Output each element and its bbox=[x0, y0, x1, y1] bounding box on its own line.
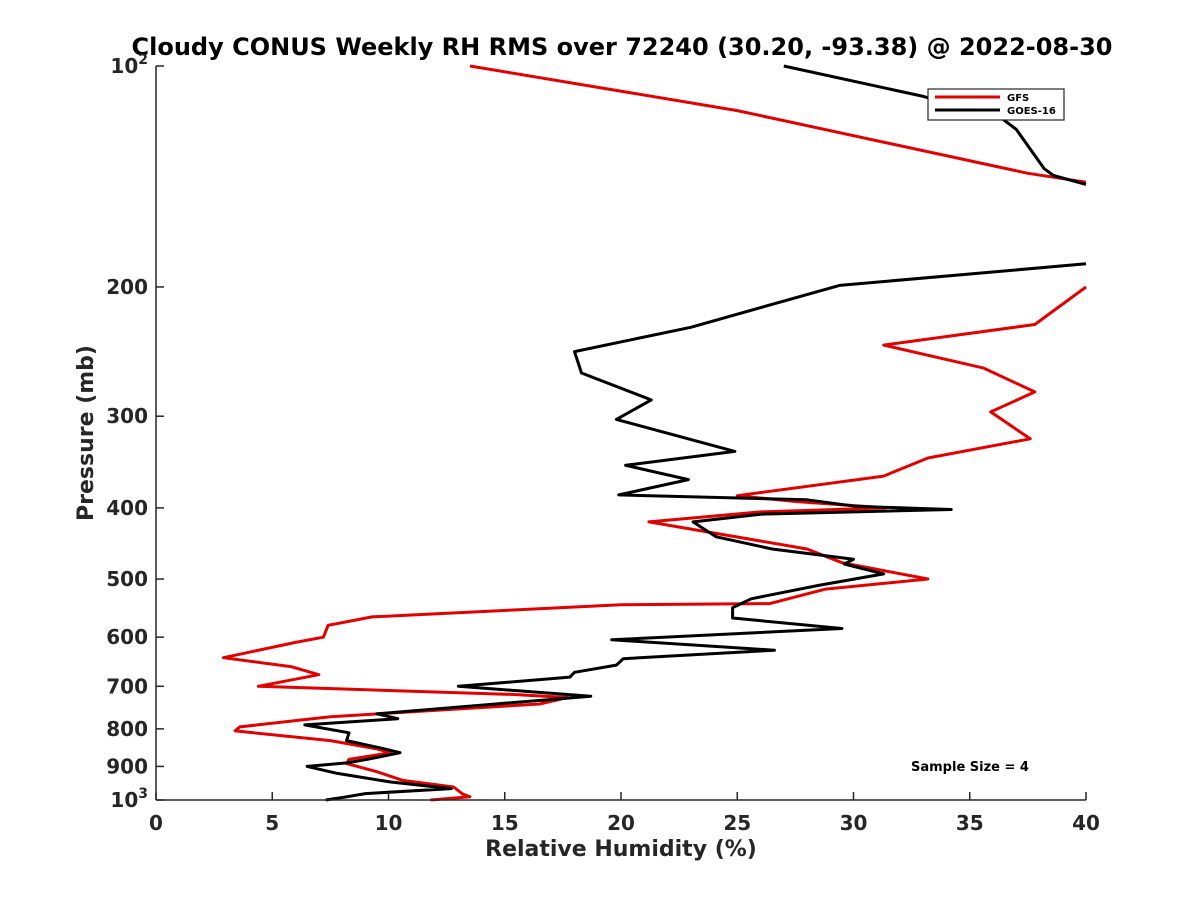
y-tick-label: 400 bbox=[106, 496, 148, 520]
y-tick-label: 700 bbox=[106, 674, 148, 698]
y-tick-label: 900 bbox=[106, 754, 148, 778]
x-tick-label: 35 bbox=[956, 811, 984, 835]
x-axis-label: Relative Humidity (%) bbox=[485, 837, 757, 862]
x-tick-label: 20 bbox=[607, 811, 635, 835]
legend-label-gfs: GFS bbox=[1007, 93, 1029, 104]
x-tick-label: 5 bbox=[265, 811, 279, 835]
y-tick-label: 200 bbox=[106, 275, 148, 299]
x-tick-label: 25 bbox=[723, 811, 751, 835]
x-tick-label: 40 bbox=[1072, 811, 1100, 835]
series-line-gfs-segment-2 bbox=[221, 285, 1087, 802]
plot-area bbox=[156, 66, 1086, 800]
series-line-goes-16-segment-2 bbox=[303, 262, 1087, 802]
series-line-goes-16-segment-1 bbox=[783, 64, 1087, 186]
y-tick-label: 103 bbox=[110, 786, 148, 812]
x-tick-label: 30 bbox=[840, 811, 868, 835]
sample-size-annotation: Sample Size = 4 bbox=[911, 760, 1029, 775]
legend: GFS GOES-16 bbox=[927, 88, 1065, 121]
legend-box bbox=[927, 88, 1065, 121]
y-tick-label: 102 bbox=[110, 52, 148, 78]
x-tick-label: 15 bbox=[491, 811, 519, 835]
series-layer bbox=[221, 64, 1087, 802]
y-axis-label: Pressure (mb) bbox=[74, 345, 99, 521]
x-ticks: 0 5 10 15 20 25 30 35 40 bbox=[149, 792, 1100, 835]
legend-label-goes-16: GOES-16 bbox=[1007, 106, 1056, 117]
y-ticks: 102 200 300 400 500 600 700 800 900 103 bbox=[106, 52, 164, 812]
y-tick-label: 800 bbox=[106, 717, 148, 741]
y-tick-label: 300 bbox=[106, 404, 148, 428]
y-tick-label: 500 bbox=[106, 567, 148, 591]
y-tick-label: 600 bbox=[106, 625, 148, 649]
chart-title: Cloudy CONUS Weekly RH RMS over 72240 (3… bbox=[132, 33, 1113, 61]
x-tick-label: 10 bbox=[375, 811, 403, 835]
x-tick-label: 0 bbox=[149, 811, 163, 835]
